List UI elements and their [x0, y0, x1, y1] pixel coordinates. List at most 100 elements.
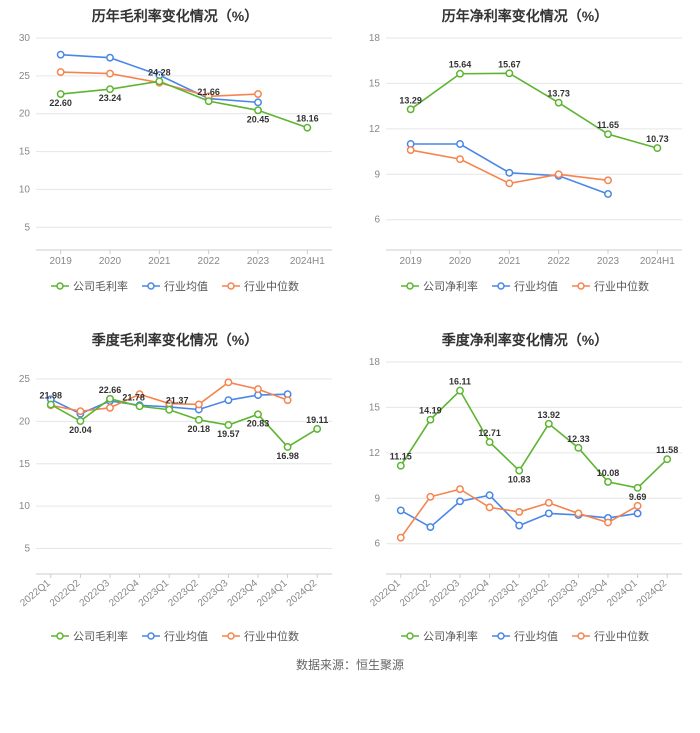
svg-text:2023: 2023	[247, 256, 270, 267]
chart-title: 季度毛利率变化情况（%）	[4, 330, 346, 350]
svg-text:15.67: 15.67	[498, 59, 521, 69]
legend: 公司毛利率 行业均值 行业中位数	[4, 278, 346, 294]
legend-swatch-icon	[401, 281, 419, 291]
legend-label: 行业均值	[164, 278, 208, 294]
panel-net-quarter: 季度净利率变化情况（%） 691215182022Q12022Q22022Q32…	[350, 324, 700, 648]
svg-text:11.15: 11.15	[390, 452, 412, 462]
svg-text:2021: 2021	[148, 256, 171, 267]
legend: 公司毛利率 行业均值 行业中位数	[4, 628, 346, 644]
legend-swatch-icon	[572, 281, 590, 291]
svg-text:2023Q2: 2023Q2	[166, 578, 201, 610]
svg-text:2019: 2019	[400, 256, 423, 267]
legend-item: 公司净利率	[401, 628, 478, 644]
svg-text:2022Q4: 2022Q4	[457, 578, 492, 610]
svg-text:24.28: 24.28	[148, 67, 171, 77]
svg-text:2023Q4: 2023Q4	[226, 578, 261, 610]
legend-item: 行业均值	[492, 628, 558, 644]
svg-text:5: 5	[24, 544, 30, 555]
svg-text:2023: 2023	[597, 256, 620, 267]
svg-text:2020: 2020	[449, 256, 472, 267]
chart-canvas: 69121518201920202021202220232024H113.291…	[354, 30, 696, 272]
svg-text:2022Q4: 2022Q4	[107, 578, 142, 610]
svg-text:13.92: 13.92	[538, 410, 561, 420]
chart-canvas: 5101520252022Q12022Q22022Q32022Q42023Q12…	[4, 354, 346, 622]
svg-text:6: 6	[374, 215, 380, 226]
svg-text:5: 5	[24, 222, 30, 233]
svg-text:15: 15	[369, 402, 381, 413]
chart-title: 历年毛利率变化情况（%）	[4, 6, 346, 26]
svg-text:2022: 2022	[548, 256, 571, 267]
svg-text:11.58: 11.58	[656, 445, 678, 455]
svg-text:2024H1: 2024H1	[290, 256, 325, 267]
legend-item: 行业中位数	[222, 628, 299, 644]
legend-swatch-icon	[142, 631, 160, 641]
svg-text:12.33: 12.33	[567, 434, 590, 444]
legend-label: 行业均值	[164, 628, 208, 644]
svg-text:30: 30	[19, 33, 31, 44]
footer-source: 数据来源：恒生聚源	[0, 648, 700, 689]
svg-text:16.98: 16.98	[276, 451, 299, 461]
svg-text:13.29: 13.29	[399, 95, 422, 105]
svg-text:15: 15	[19, 147, 31, 158]
svg-text:2024Q1: 2024Q1	[255, 578, 290, 610]
svg-text:18.16: 18.16	[296, 114, 319, 124]
svg-text:25: 25	[19, 374, 31, 385]
svg-text:12: 12	[369, 448, 381, 459]
svg-text:13.73: 13.73	[547, 89, 570, 99]
legend-label: 公司毛利率	[73, 628, 128, 644]
legend-item: 公司净利率	[401, 278, 478, 294]
svg-text:9: 9	[374, 169, 380, 180]
svg-text:2021: 2021	[498, 256, 521, 267]
svg-text:20.18: 20.18	[188, 424, 211, 434]
legend: 公司净利率 行业均值 行业中位数	[354, 278, 696, 294]
legend-label: 行业中位数	[594, 278, 649, 294]
legend-swatch-icon	[492, 631, 510, 641]
legend-label: 公司毛利率	[73, 278, 128, 294]
svg-text:2022Q3: 2022Q3	[78, 578, 113, 610]
svg-text:21.37: 21.37	[166, 396, 189, 406]
legend-item: 公司毛利率	[51, 628, 128, 644]
legend-label: 行业中位数	[244, 628, 299, 644]
chart-title: 历年净利率变化情况（%）	[354, 6, 696, 26]
svg-text:19.11: 19.11	[306, 415, 328, 425]
svg-text:20: 20	[19, 109, 31, 120]
charts-grid: 历年毛利率变化情况（%） 510152025302019202020212022…	[0, 0, 700, 648]
svg-text:2020: 2020	[99, 256, 122, 267]
svg-text:2022Q2: 2022Q2	[398, 578, 433, 610]
svg-text:11.65: 11.65	[597, 120, 619, 130]
svg-text:22.60: 22.60	[49, 98, 72, 108]
svg-text:10.73: 10.73	[646, 134, 669, 144]
svg-text:21.66: 21.66	[197, 87, 220, 97]
svg-text:10.08: 10.08	[597, 468, 620, 478]
legend-swatch-icon	[51, 631, 69, 641]
svg-text:10: 10	[19, 501, 31, 512]
chart-title: 季度净利率变化情况（%）	[354, 330, 696, 350]
svg-text:6: 6	[374, 539, 380, 550]
svg-text:20.83: 20.83	[247, 418, 270, 428]
svg-text:12: 12	[369, 124, 381, 135]
svg-text:2024Q1: 2024Q1	[605, 578, 640, 610]
legend-swatch-icon	[572, 631, 590, 641]
legend-item: 行业均值	[142, 278, 208, 294]
svg-text:2019: 2019	[50, 256, 73, 267]
svg-text:18: 18	[369, 33, 381, 44]
svg-text:2023Q4: 2023Q4	[576, 578, 611, 610]
svg-text:2023Q2: 2023Q2	[516, 578, 551, 610]
legend-label: 行业中位数	[244, 278, 299, 294]
legend-swatch-icon	[142, 281, 160, 291]
svg-text:21.78: 21.78	[122, 392, 145, 402]
chart-canvas: 691215182022Q12022Q22022Q32022Q42023Q120…	[354, 354, 696, 622]
svg-text:16.11: 16.11	[449, 377, 471, 387]
panel-gross-quarter: 季度毛利率变化情况（%） 5101520252022Q12022Q22022Q3…	[0, 324, 350, 648]
legend-label: 行业均值	[514, 628, 558, 644]
legend-swatch-icon	[492, 281, 510, 291]
legend-swatch-icon	[222, 281, 240, 291]
legend-item: 行业均值	[492, 278, 558, 294]
svg-text:20: 20	[19, 416, 31, 427]
svg-text:2022Q3: 2022Q3	[428, 578, 463, 610]
legend-label: 行业均值	[514, 278, 558, 294]
panel-gross-annual: 历年毛利率变化情况（%） 510152025302019202020212022…	[0, 0, 350, 324]
legend-item: 行业均值	[142, 628, 208, 644]
chart-canvas: 51015202530201920202021202220232024H122.…	[4, 30, 346, 272]
svg-text:2024H1: 2024H1	[640, 256, 675, 267]
